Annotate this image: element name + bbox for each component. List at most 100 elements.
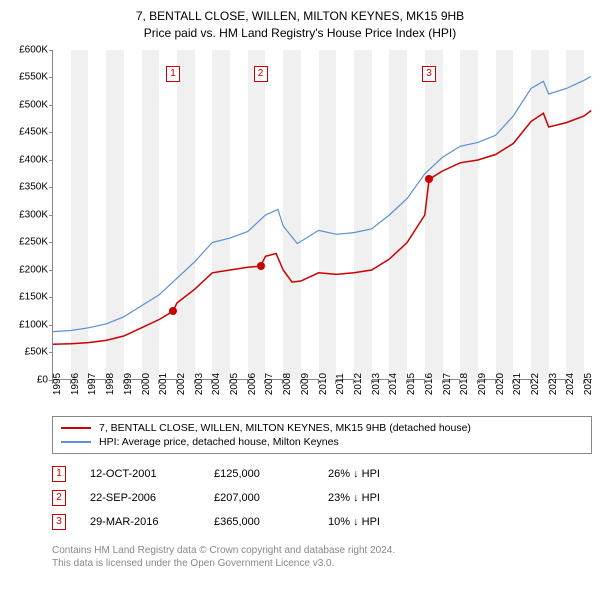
x-axis-tick-label: 2022: [530, 372, 541, 394]
legend-label: HPI: Average price, detached house, Milt…: [99, 436, 339, 448]
x-axis-tick-mark: [442, 380, 443, 384]
event-marker: 2: [52, 490, 66, 506]
footer-attribution: Contains HM Land Registry data © Crown c…: [52, 544, 592, 570]
event-marker: 3: [52, 514, 66, 530]
y-axis-tick-label: £500K: [19, 99, 48, 110]
x-axis-tick-label: 2023: [548, 372, 559, 394]
x-axis-tick-mark: [211, 380, 212, 384]
y-axis-tick-mark: [49, 297, 53, 298]
x-axis-tick-label: 2001: [158, 372, 169, 394]
x-axis-tick-mark: [583, 380, 584, 384]
x-axis-tick-label: 2018: [459, 372, 470, 394]
y-axis-tick-mark: [49, 187, 53, 188]
y-axis-tick-mark: [49, 270, 53, 271]
x-axis-tick-mark: [318, 380, 319, 384]
y-axis-tick-mark: [49, 132, 53, 133]
chart-area: 123 £0£50K£100K£150K£200K£250K£300K£350K…: [52, 50, 592, 410]
x-axis-tick-label: 2012: [353, 372, 364, 394]
y-axis-tick-label: £450K: [19, 127, 48, 138]
chart-marker-box-3: 3: [422, 66, 436, 82]
x-axis-tick-label: 2005: [229, 372, 240, 394]
plot-region: 123: [52, 50, 592, 380]
title-line-2: Price paid vs. HM Land Registry's House …: [12, 25, 588, 42]
x-axis-tick-mark: [176, 380, 177, 384]
x-axis-tick-mark: [264, 380, 265, 384]
x-axis-tick-label: 2025: [583, 372, 594, 394]
x-axis-tick-label: 2020: [495, 372, 506, 394]
y-axis-tick-mark: [49, 242, 53, 243]
y-axis-tick-label: £250K: [19, 237, 48, 248]
legend-item: HPI: Average price, detached house, Milt…: [61, 435, 583, 449]
events-table: 1 12-OCT-2001 £125,000 26% ↓ HPI 2 22-SEP-200…: [52, 462, 592, 534]
y-axis-tick-mark: [49, 160, 53, 161]
title-line-1: 7, BENTALL CLOSE, WILLEN, MILTON KEYNES,…: [12, 8, 588, 25]
legend-swatch: [61, 427, 91, 429]
x-axis-tick-label: 2019: [477, 372, 488, 394]
chart-container: 7, BENTALL CLOSE, WILLEN, MILTON KEYNES,…: [0, 0, 600, 590]
x-axis-tick-mark: [548, 380, 549, 384]
y-axis-tick-label: £150K: [19, 292, 48, 303]
x-axis-tick-label: 2006: [247, 372, 258, 394]
x-axis-tick-mark: [247, 380, 248, 384]
y-axis-tick-mark: [49, 215, 53, 216]
x-axis-tick-mark: [300, 380, 301, 384]
x-axis-tick-mark: [123, 380, 124, 384]
event-delta: 23% ↓ HPI: [328, 492, 438, 504]
x-axis-tick-mark: [459, 380, 460, 384]
x-axis-tick-mark: [424, 380, 425, 384]
x-axis-tick-label: 1995: [52, 372, 63, 394]
y-axis-tick-label: £400K: [19, 154, 48, 165]
title-block: 7, BENTALL CLOSE, WILLEN, MILTON KEYNES,…: [12, 8, 588, 42]
x-axis-tick-label: 2013: [371, 372, 382, 394]
x-axis-tick-label: 2016: [424, 372, 435, 394]
y-axis-tick-label: £0: [37, 374, 48, 385]
series-price_paid: [53, 110, 591, 344]
x-axis-tick-mark: [353, 380, 354, 384]
x-axis-tick-mark: [87, 380, 88, 384]
legend: 7, BENTALL CLOSE, WILLEN, MILTON KEYNES,…: [52, 416, 592, 454]
event-date: 22-SEP-2006: [90, 492, 190, 504]
x-axis-tick-mark: [512, 380, 513, 384]
x-axis-tick-label: 2007: [264, 372, 275, 394]
x-axis-tick-label: 1997: [87, 372, 98, 394]
x-axis-tick-label: 1999: [123, 372, 134, 394]
event-date: 29-MAR-2016: [90, 516, 190, 528]
event-price: £125,000: [214, 468, 304, 480]
event-delta: 10% ↓ HPI: [328, 516, 438, 528]
series-hpi: [53, 76, 591, 331]
x-axis-tick-label: 2014: [388, 372, 399, 394]
y-axis-tick-label: £350K: [19, 182, 48, 193]
x-axis-tick-label: 2003: [194, 372, 205, 394]
x-axis-tick-label: 2021: [512, 372, 523, 394]
x-axis-tick-mark: [406, 380, 407, 384]
y-axis-tick-label: £300K: [19, 209, 48, 220]
y-axis-tick-label: £100K: [19, 319, 48, 330]
event-delta: 26% ↓ HPI: [328, 468, 438, 480]
y-axis-tick-label: £50K: [25, 347, 48, 358]
x-axis-tick-label: 2009: [300, 372, 311, 394]
y-axis-tick-mark: [49, 50, 53, 51]
legend-item: 7, BENTALL CLOSE, WILLEN, MILTON KEYNES,…: [61, 421, 583, 435]
x-axis-tick-mark: [141, 380, 142, 384]
event-price: £365,000: [214, 516, 304, 528]
y-axis-tick-label: £200K: [19, 264, 48, 275]
x-axis-tick-mark: [70, 380, 71, 384]
y-axis-tick-mark: [49, 325, 53, 326]
x-axis-tick-label: 2024: [565, 372, 576, 394]
legend-swatch: [61, 441, 91, 443]
event-date: 12-OCT-2001: [90, 468, 190, 480]
x-axis-tick-mark: [530, 380, 531, 384]
event-price: £207,000: [214, 492, 304, 504]
y-axis-tick-label: £550K: [19, 72, 48, 83]
chart-marker-box-1: 1: [166, 66, 180, 82]
x-axis-tick-mark: [477, 380, 478, 384]
event-marker: 1: [52, 466, 66, 482]
x-axis-tick-label: 2010: [318, 372, 329, 394]
chart-marker-dot-2: [257, 262, 265, 270]
chart-marker-dot-3: [425, 175, 433, 183]
x-axis-tick-label: 2008: [282, 372, 293, 394]
x-axis-tick-mark: [194, 380, 195, 384]
event-row: 3 29-MAR-2016 £365,000 10% ↓ HPI: [52, 510, 592, 534]
x-axis-tick-mark: [158, 380, 159, 384]
x-axis-tick-label: 2011: [335, 373, 346, 395]
